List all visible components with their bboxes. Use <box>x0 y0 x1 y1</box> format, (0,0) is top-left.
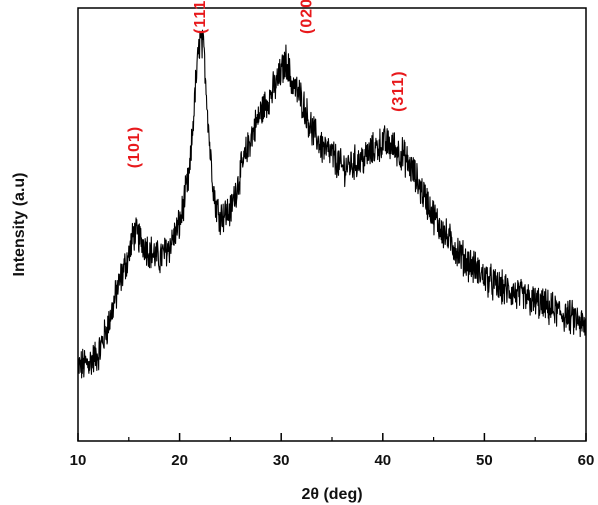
plot-frame <box>77 7 587 442</box>
peak-annotations: (101) (111) (020) (311) <box>126 0 407 168</box>
xrd-pattern-line <box>77 29 587 379</box>
x-tick-label: 40 <box>374 452 391 469</box>
x-axis-title: 2θ (deg) <box>301 486 362 503</box>
peak-label: (101) <box>126 126 143 168</box>
plot-area <box>77 29 587 379</box>
x-tick-label: 10 <box>70 452 87 469</box>
x-tick-label: 20 <box>171 452 188 469</box>
x-tick-label: 50 <box>476 452 493 469</box>
peak-label: (111) <box>192 0 209 34</box>
y-axis-title: Intensity (a.u) <box>11 172 28 276</box>
x-axis: 10 20 30 40 50 60 <box>70 433 595 469</box>
x-tick-label: 30 <box>273 452 290 469</box>
peak-label: (311) <box>390 70 407 111</box>
peak-label: (020) <box>299 0 316 34</box>
x-tick-label: 60 <box>578 452 595 469</box>
